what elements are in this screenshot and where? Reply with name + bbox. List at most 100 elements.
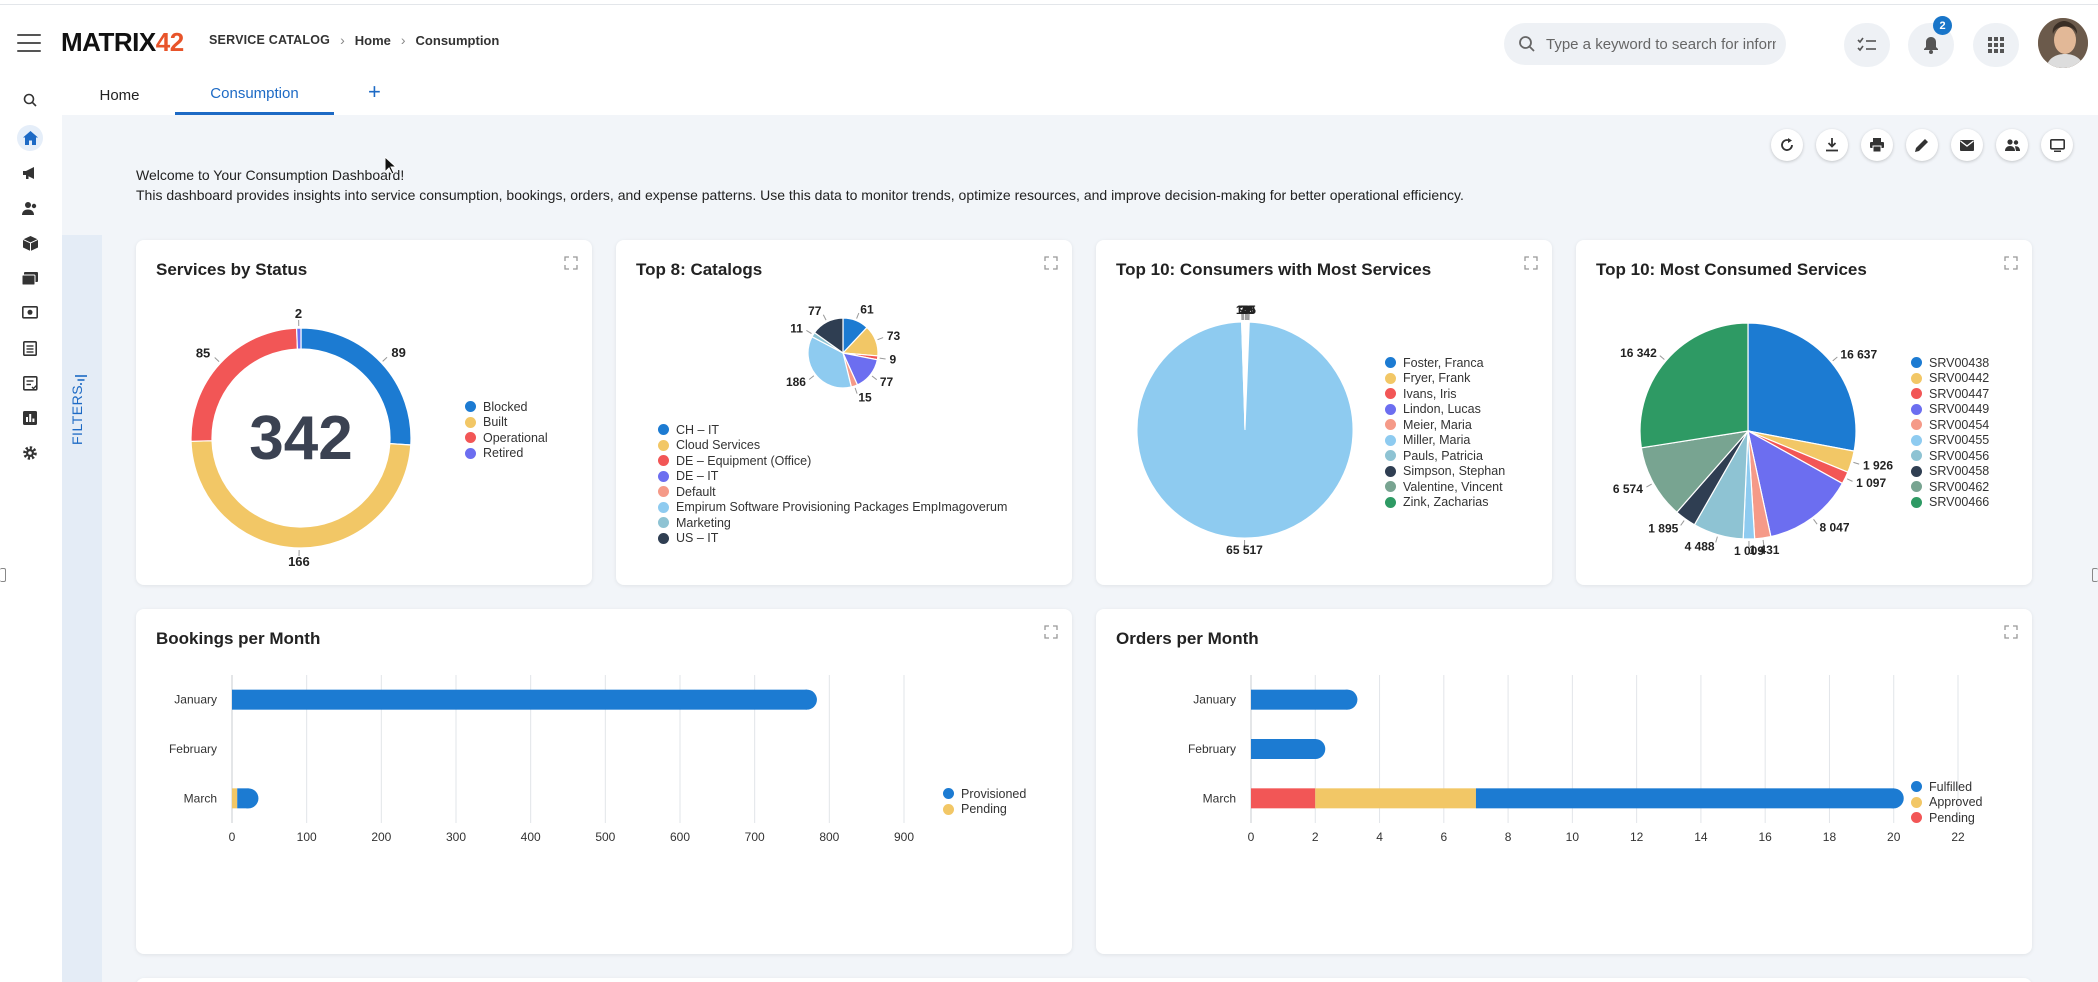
legend-swatch xyxy=(465,416,476,428)
legend-item[interactable]: Blocked xyxy=(465,399,548,415)
inbox-icon xyxy=(22,271,38,285)
legend-label: Simpson, Stephan xyxy=(1403,464,1506,479)
refresh-button[interactable] xyxy=(1771,129,1803,161)
share-button[interactable] xyxy=(1996,129,2028,161)
nav-reports[interactable] xyxy=(17,405,43,431)
menu-icon[interactable] xyxy=(17,34,41,52)
legend-item[interactable]: Miller, Maria xyxy=(1385,433,1505,449)
legend-item[interactable]: SRV00442 xyxy=(1911,371,1989,387)
right-drawer-handle[interactable] xyxy=(2092,568,2098,582)
add-tab-button[interactable]: + xyxy=(368,79,381,104)
expand-icon[interactable] xyxy=(2004,625,2018,639)
legend-label: SRV00438 xyxy=(1929,355,1990,370)
tab-home[interactable]: Home xyxy=(99,86,140,104)
legend-item[interactable]: SRV00454 xyxy=(1911,417,1989,433)
legend-item[interactable]: Built xyxy=(465,415,548,431)
legend-item[interactable]: DE – Equipment (Office) xyxy=(658,453,1007,469)
legend-item[interactable]: Pending xyxy=(943,802,1026,818)
breadcrumb-home[interactable]: Home xyxy=(354,32,391,48)
nav-settings-display[interactable] xyxy=(17,300,43,326)
legend-item[interactable]: Retired xyxy=(465,446,548,462)
legend-item[interactable]: Ivans, Iris xyxy=(1385,386,1505,402)
nav-search[interactable] xyxy=(17,87,43,113)
legend-label: Fulfilled xyxy=(1929,779,1973,794)
legend-swatch xyxy=(1385,434,1396,446)
legend-item[interactable]: Pending xyxy=(1911,810,1983,826)
left-drawer-handle[interactable] xyxy=(0,568,6,582)
apps-button[interactable] xyxy=(1973,23,2019,67)
expand-icon[interactable] xyxy=(2004,256,2018,270)
legend-swatch xyxy=(465,447,476,459)
print-button[interactable] xyxy=(1861,129,1893,161)
nav-home[interactable] xyxy=(17,125,43,151)
legend-item[interactable]: Valentine, Vincent xyxy=(1385,479,1505,495)
legend-item[interactable]: US – IT xyxy=(658,531,1007,547)
legend-item[interactable]: SRV00438 xyxy=(1911,355,1989,371)
chart-legend: CH – IT Cloud Services DE – Equipment (Off… xyxy=(658,422,1007,546)
user-avatar[interactable] xyxy=(2038,18,2088,68)
expand-icon[interactable] xyxy=(1044,256,1058,270)
legend-label: Pauls, Patricia xyxy=(1403,448,1483,463)
expand-icon[interactable] xyxy=(564,256,578,270)
nav-list[interactable] xyxy=(17,335,43,361)
legend-item[interactable]: Fulfilled xyxy=(1911,779,1983,795)
x-tick-label: 0 xyxy=(1248,830,1255,844)
legend-item[interactable]: Operational xyxy=(465,430,548,446)
legend-item[interactable]: SRV00455 xyxy=(1911,433,1989,449)
legend-item[interactable]: Pauls, Patricia xyxy=(1385,448,1505,464)
nav-packages[interactable] xyxy=(17,230,43,256)
legend-item[interactable]: Simpson, Stephan xyxy=(1385,464,1505,480)
data-label: 85 xyxy=(196,345,210,360)
legend-item[interactable]: SRV00466 xyxy=(1911,495,1989,511)
pie-slice xyxy=(1639,322,1749,449)
breadcrumb: SERVICE CATALOG › Home › Consumption xyxy=(209,32,499,48)
search-input[interactable] xyxy=(1546,35,1776,53)
legend-item[interactable]: Meier, Maria xyxy=(1385,417,1505,433)
email-button[interactable] xyxy=(1951,129,1983,161)
tasks-button[interactable] xyxy=(1844,23,1890,67)
search-box[interactable] xyxy=(1504,23,1786,65)
legend-item[interactable]: Zink, Zacharias xyxy=(1385,495,1505,511)
edit-button[interactable] xyxy=(1906,129,1938,161)
app-logo[interactable]: MATRIX42 xyxy=(61,27,184,58)
legend-item[interactable]: Marketing xyxy=(658,515,1007,531)
expand-icon[interactable] xyxy=(1044,625,1058,639)
breadcrumb-root[interactable]: SERVICE CATALOG xyxy=(209,33,331,47)
notifications-button[interactable]: 2 xyxy=(1908,16,1954,67)
legend-item[interactable]: Cloud Services xyxy=(658,438,1007,454)
legend-item[interactable]: Fryer, Frank xyxy=(1385,371,1505,387)
bar-end-cap xyxy=(796,689,817,710)
nav-inbox[interactable] xyxy=(17,265,43,291)
download-button[interactable] xyxy=(1816,129,1848,161)
legend-item[interactable]: Provisioned xyxy=(943,786,1026,802)
legend-item[interactable]: SRV00462 xyxy=(1911,479,1989,495)
expand-icon[interactable] xyxy=(1524,256,1538,270)
nav-users[interactable] xyxy=(17,195,43,221)
legend-swatch xyxy=(658,439,669,451)
nav-announcements[interactable] xyxy=(17,160,43,186)
data-label: 13 xyxy=(1236,303,1250,317)
legend-item[interactable]: DE – IT xyxy=(658,469,1007,485)
nav-tasks[interactable] xyxy=(17,370,43,396)
legend-item[interactable]: CH – IT xyxy=(658,422,1007,438)
legend-label: CH – IT xyxy=(676,422,720,437)
legend-item[interactable]: Empirum Software Provisioning Packages E… xyxy=(658,500,1007,516)
filters-panel[interactable]: FILTERS xyxy=(62,235,102,982)
legend-item[interactable]: Lindon, Lucas xyxy=(1385,402,1505,418)
bar-segment xyxy=(1251,689,1348,710)
legend-item[interactable]: SRV00456 xyxy=(1911,448,1989,464)
legend-item[interactable]: SRV00447 xyxy=(1911,386,1989,402)
legend-item[interactable]: SRV00449 xyxy=(1911,402,1989,418)
legend-item[interactable]: SRV00458 xyxy=(1911,464,1989,480)
tab-consumption[interactable]: Consumption xyxy=(175,75,334,115)
legend-label: DE – Equipment (Office) xyxy=(676,453,812,468)
filters-label: FILTERS xyxy=(69,384,85,445)
legend-item[interactable]: Approved xyxy=(1911,795,1983,811)
legend-item[interactable]: Foster, Franca xyxy=(1385,355,1505,371)
legend-item[interactable]: Default xyxy=(658,484,1007,500)
bookings-bar-chart: 0 100 200 300 400 500 600 700 800 900 January Febru… xyxy=(169,675,914,844)
label-connector xyxy=(382,356,388,362)
present-button[interactable] xyxy=(2041,129,2073,161)
pie-slice xyxy=(295,327,302,350)
nav-settings[interactable] xyxy=(17,440,43,466)
